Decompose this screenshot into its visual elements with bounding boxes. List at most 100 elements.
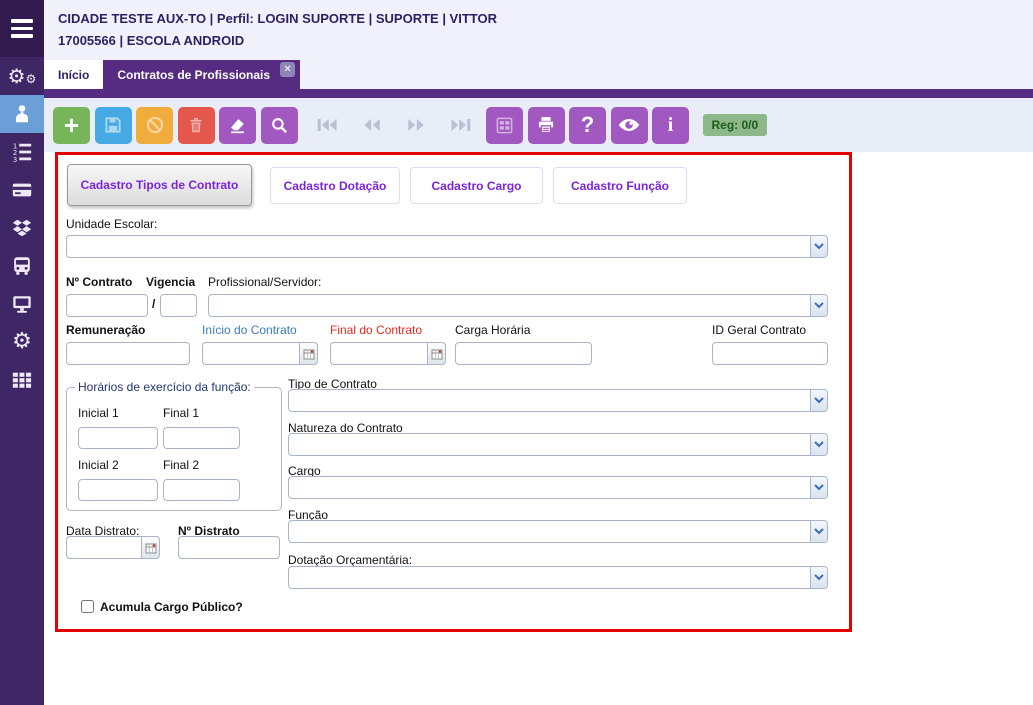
tab-bar: Início Contratos de Profissionais ✕ <box>44 60 1033 89</box>
chevron-down-icon[interactable] <box>810 434 827 455</box>
trash-icon <box>190 117 202 133</box>
inicio-contrato-input[interactable] <box>202 342 299 365</box>
help-button[interactable]: ? <box>569 106 606 144</box>
sidebar-item-transport[interactable] <box>0 247 44 285</box>
hamburger-menu-button[interactable] <box>0 0 44 57</box>
last-record-button[interactable] <box>448 116 472 134</box>
final1-label: Final 1 <box>163 406 200 420</box>
remuneracao-label: Remuneração <box>66 323 146 337</box>
delete-button[interactable] <box>177 106 215 144</box>
natureza-contrato-label: Natureza do Contrato <box>288 421 403 435</box>
sidebar-item-config[interactable]: ⚙⚙ <box>0 57 44 95</box>
id-geral-input[interactable] <box>712 342 828 365</box>
inicial2-label: Inicial 2 <box>78 458 119 472</box>
chevron-down-icon[interactable] <box>810 390 827 411</box>
acumula-cargo-label: Acumula Cargo Público? <box>100 600 243 614</box>
cancel-button[interactable] <box>136 106 173 144</box>
final-contrato-label: Final do Contrato <box>330 323 423 337</box>
tab-contratos-de-profissionais[interactable]: Contratos de Profissionais ✕ <box>103 60 301 89</box>
profissional-select[interactable] <box>208 294 828 317</box>
chevron-down-icon[interactable] <box>810 567 827 588</box>
eye-icon <box>618 119 640 131</box>
info-icon: i <box>667 113 674 136</box>
sidebar-item-storage[interactable] <box>0 209 44 247</box>
view-button[interactable] <box>610 106 648 144</box>
chevron-down-icon[interactable] <box>810 295 827 316</box>
subtab-cadastro-tipos-contrato[interactable]: Cadastro Tipos de Contrato <box>67 164 252 206</box>
n-contrato-input[interactable] <box>66 294 148 317</box>
grid-view-icon <box>496 117 513 133</box>
svg-text:2: 2 <box>13 149 17 157</box>
next-record-icon <box>408 119 424 131</box>
subtab-cadastro-cargo[interactable]: Cadastro Cargo <box>410 167 543 204</box>
n-distrato-input[interactable] <box>178 536 280 559</box>
add-record-button[interactable]: + <box>53 106 90 144</box>
print-button[interactable] <box>527 106 565 144</box>
info-button[interactable]: i <box>652 106 689 144</box>
inicial2-input[interactable] <box>78 479 158 501</box>
tipo-contrato-select[interactable] <box>288 389 828 412</box>
tab-contratos-label: Contratos de Profissionais <box>117 67 271 82</box>
chevron-down-icon[interactable] <box>810 521 827 542</box>
chevron-down-icon[interactable] <box>810 236 827 257</box>
record-counter-badge: Reg: 0/0 <box>702 114 768 136</box>
tab-inicio-label: Início <box>58 67 90 82</box>
previous-record-button[interactable] <box>360 116 384 134</box>
final2-input[interactable] <box>163 479 240 501</box>
inicial1-input[interactable] <box>78 427 158 449</box>
sidebar: ⚙⚙ 1 2 3 <box>0 0 44 705</box>
calendar-icon[interactable] <box>141 536 160 559</box>
chevron-down-icon[interactable] <box>810 477 827 498</box>
calendar-icon[interactable] <box>427 342 446 365</box>
svg-text:1: 1 <box>13 142 17 150</box>
remuneracao-input[interactable] <box>66 342 190 365</box>
contract-slash-separator: / <box>152 297 156 311</box>
data-distrato-input[interactable] <box>66 536 141 559</box>
close-tab-icon[interactable]: ✕ <box>280 62 296 77</box>
monitor-icon <box>13 296 31 313</box>
next-record-button[interactable] <box>404 116 428 134</box>
final1-input[interactable] <box>163 427 240 449</box>
vigencia-input[interactable] <box>160 294 197 317</box>
grid-view-button[interactable] <box>486 106 523 144</box>
n-distrato-label: Nº Distrato <box>178 524 240 538</box>
tab-inicio[interactable]: Início <box>44 60 104 89</box>
first-record-button[interactable] <box>316 116 340 134</box>
natureza-contrato-select[interactable] <box>288 433 828 456</box>
sidebar-item-professionals[interactable] <box>0 95 44 133</box>
ban-icon <box>146 116 163 134</box>
carga-horaria-label: Carga Horária <box>455 323 531 337</box>
sidebar-item-payments[interactable] <box>0 171 44 209</box>
acumula-cargo-checkbox[interactable] <box>81 600 94 613</box>
table-grid-icon <box>12 372 32 388</box>
cargo-select[interactable] <box>288 476 828 499</box>
unidade-escolar-label: Unidade Escolar: <box>66 217 158 231</box>
save-button[interactable] <box>94 106 132 144</box>
sidebar-item-lists[interactable]: 1 2 3 <box>0 133 44 171</box>
contract-form-panel: Cadastro Tipos de Contrato Cadastro Dota… <box>55 152 852 632</box>
gears-icon: ⚙⚙ <box>7 64 37 88</box>
final-contrato-input[interactable] <box>330 342 427 365</box>
inicial1-label: Inicial 1 <box>78 406 119 420</box>
sidebar-item-settings[interactable]: ⚙ <box>0 323 44 361</box>
bus-icon <box>14 257 30 275</box>
funcao-select[interactable] <box>288 520 828 543</box>
tab-underline-bar <box>44 89 1033 98</box>
inicio-contrato-label: Início do Contrato <box>202 323 297 337</box>
subtab-cadastro-dotacao[interactable]: Cadastro Dotação <box>270 167 400 204</box>
final-contrato-datefield <box>330 342 446 365</box>
tipo-contrato-label: Tipo de Contrato <box>288 377 377 391</box>
vigencia-label: Vigencia <box>146 275 196 289</box>
eraser-icon <box>231 118 244 133</box>
sidebar-item-workstation[interactable] <box>0 285 44 323</box>
carga-horaria-input[interactable] <box>455 342 592 365</box>
search-button[interactable] <box>260 106 298 144</box>
subtab-cadastro-funcao[interactable]: Cadastro Função <box>553 167 687 204</box>
save-floppy-icon <box>105 117 121 133</box>
calendar-icon[interactable] <box>299 342 318 365</box>
dotacao-label: Dotação Orçamentária: <box>288 553 413 567</box>
unidade-escolar-select[interactable] <box>66 235 828 258</box>
sidebar-item-tables[interactable] <box>0 361 44 399</box>
dotacao-select[interactable] <box>288 566 828 589</box>
erase-button[interactable] <box>219 106 256 144</box>
